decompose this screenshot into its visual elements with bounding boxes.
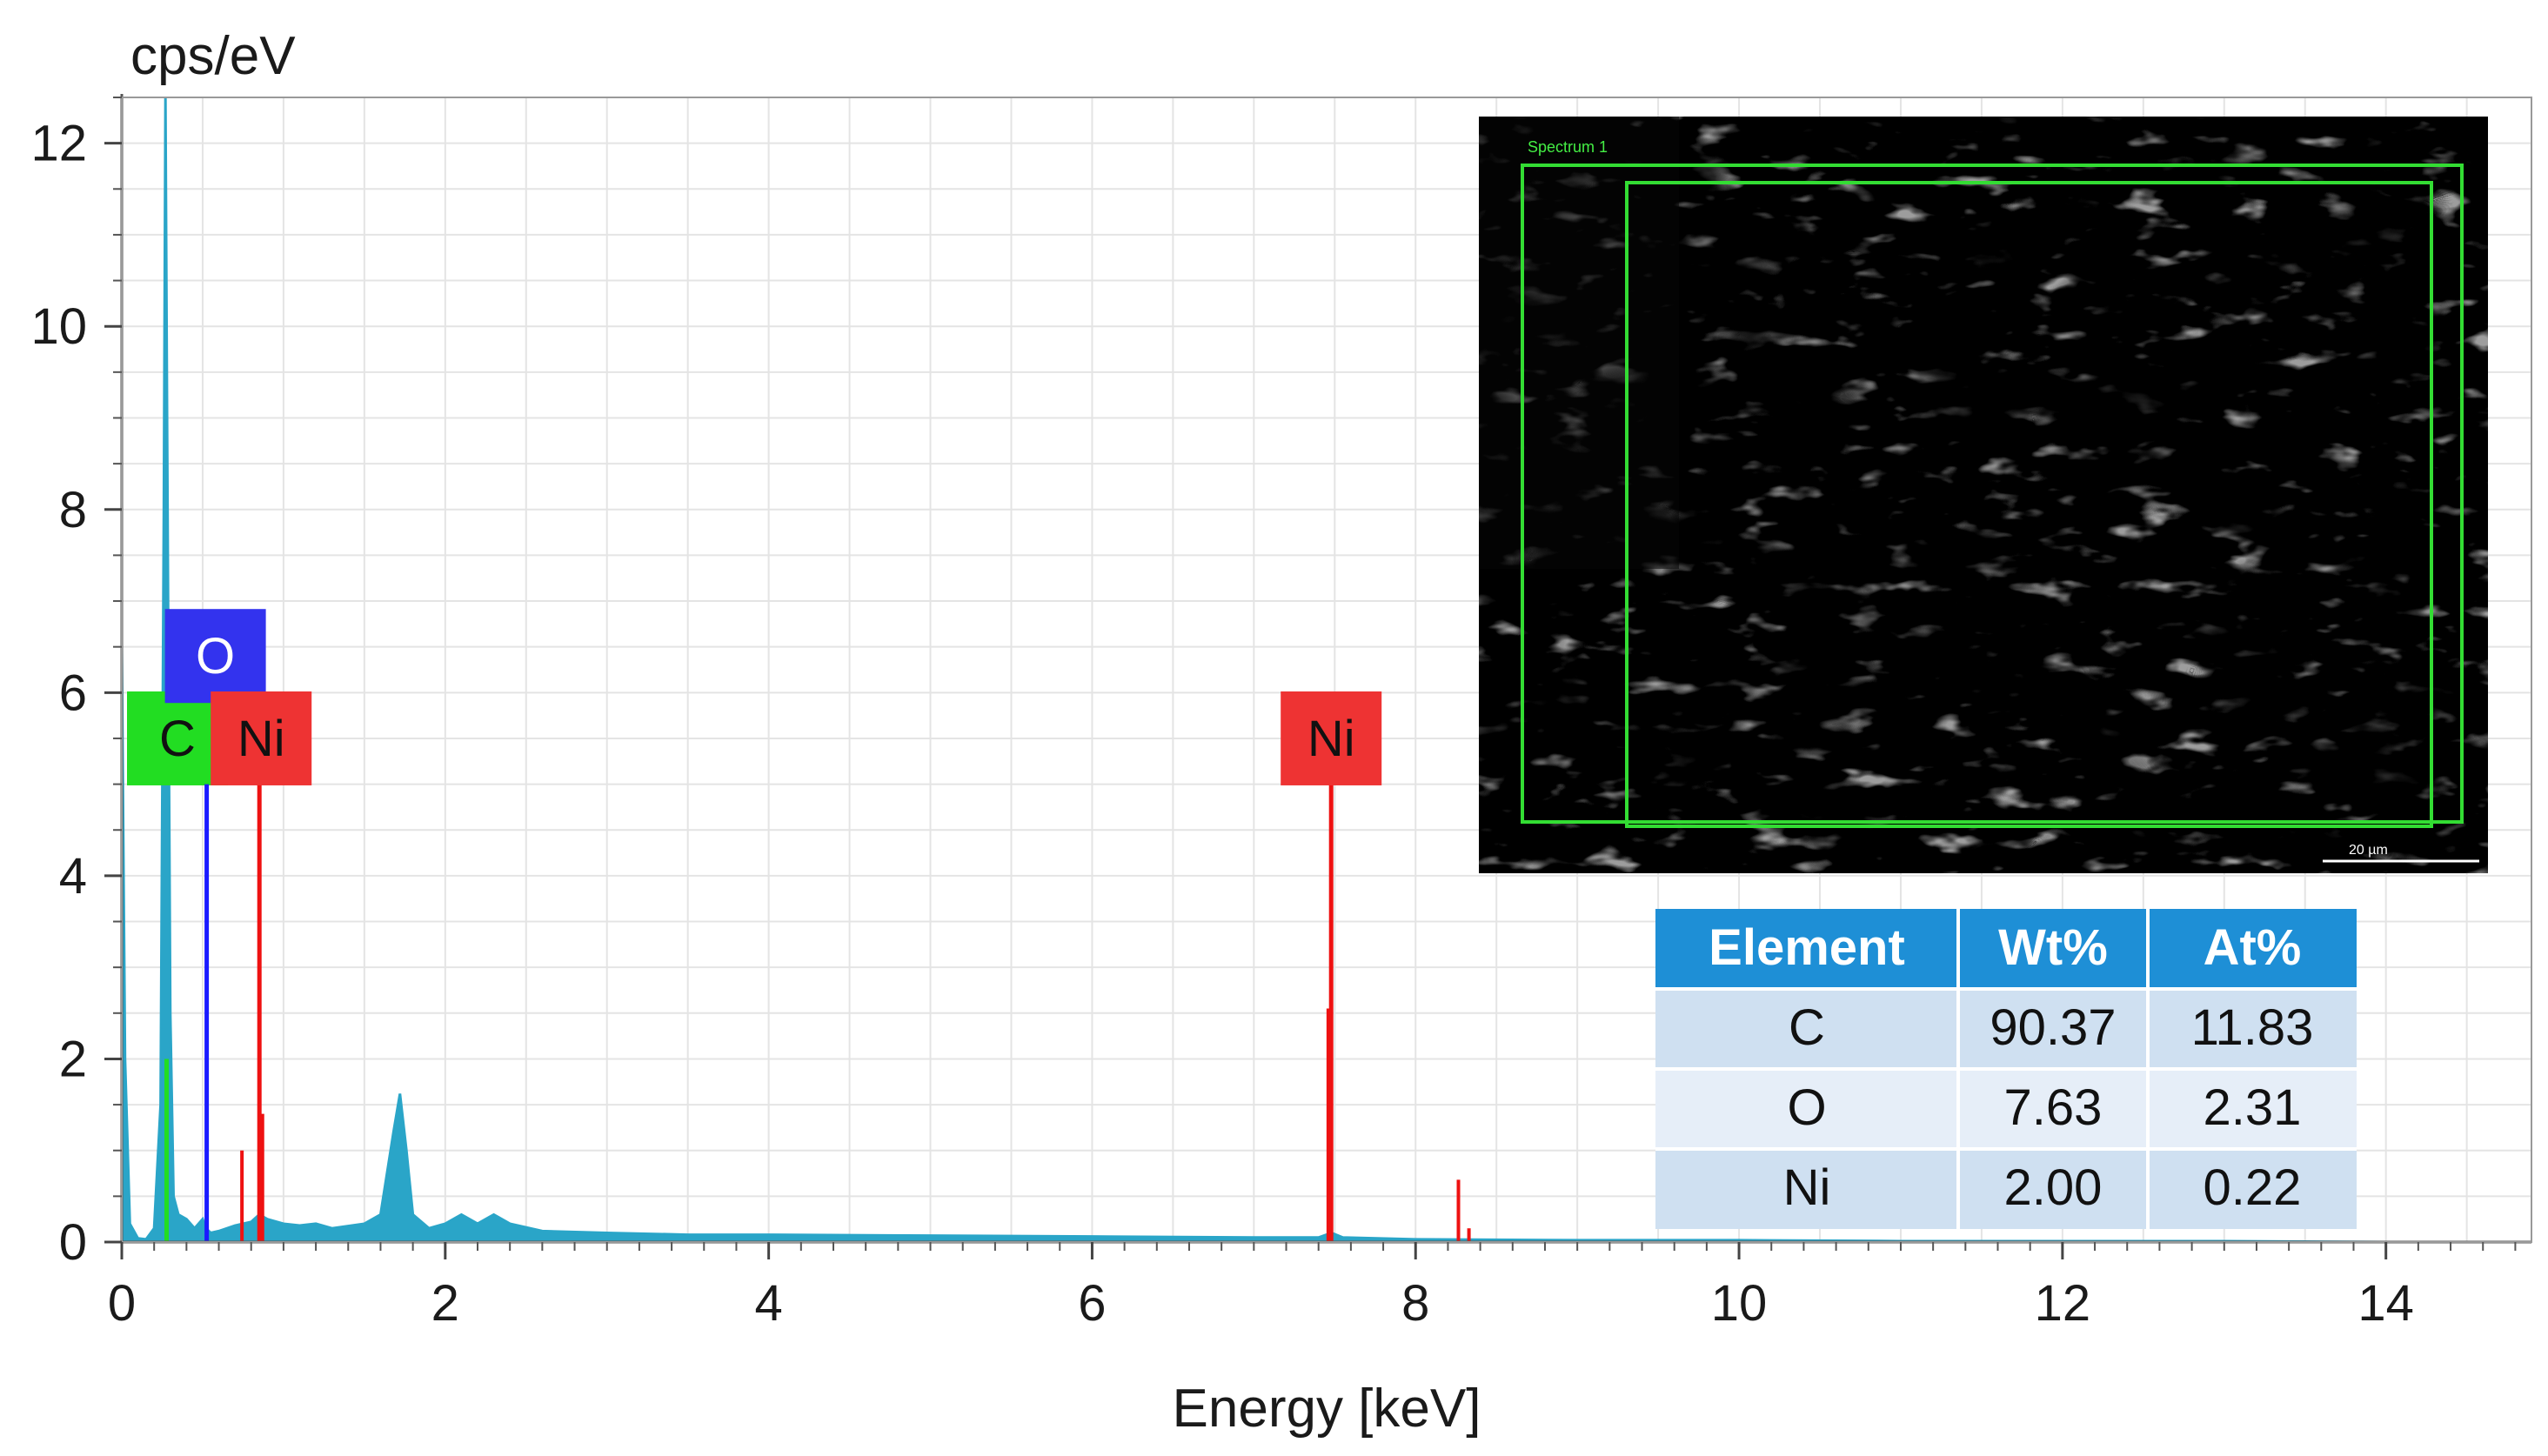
- element-tag-ni: [1281, 691, 1382, 785]
- spectrum-series: [122, 97, 2484, 1242]
- x-tick-label: 4: [754, 1275, 782, 1332]
- element-tag-ni: [211, 691, 312, 785]
- y-tick-label: 12: [30, 116, 87, 172]
- table-header-cell: Wt%: [1998, 919, 2108, 976]
- axis-layer: 0 2 4 6 8 10 12 14 0 2 4 6 8 10 12 Energy [keV] cps/eV: [30, 26, 2532, 1439]
- table-header-cell: Element: [1709, 919, 1905, 976]
- x-tick-label: 8: [1401, 1275, 1429, 1332]
- y-tick-label: 2: [59, 1031, 87, 1087]
- x-tick-label: 10: [1711, 1275, 1768, 1332]
- table-row: [1655, 1069, 2357, 1149]
- table-header-cell: At%: [2204, 919, 2302, 976]
- element-tag-label: Ni: [1307, 711, 1355, 767]
- y-tick-label: 8: [59, 482, 87, 538]
- element-tag-label: C: [159, 711, 196, 767]
- x-tick-label: 6: [1078, 1275, 1106, 1332]
- x-tick-label: 14: [2357, 1275, 2414, 1332]
- table-row: [1655, 1149, 2357, 1229]
- composition-table: Element Wt% At% C 90.37 11.83 O 7.63 2.31 Ni 2.00 0…: [1655, 909, 2357, 1229]
- element-tag-label: Ni: [237, 711, 285, 767]
- table-header-row: [1655, 909, 2357, 989]
- table-cell: 7.63: [2004, 1079, 2103, 1136]
- x-tick-label: 0: [108, 1275, 136, 1332]
- table-cell: Ni: [1783, 1159, 1831, 1216]
- spectrum-layer: [122, 97, 2484, 1242]
- sem-spectrum-label: Spectrum 1: [1528, 138, 1608, 156]
- sem-scale-label: 20 µm: [2349, 843, 2388, 858]
- plot-frame: [121, 97, 2532, 1243]
- element-tag-o: [164, 609, 266, 704]
- sem-inset-image: Spectrum 1 20 µm: [1479, 117, 2488, 873]
- table-cell: 90.37: [1990, 999, 2116, 1056]
- spectrum-region-outer: [1521, 164, 2464, 824]
- y-tick-label: 10: [30, 298, 87, 355]
- y-tick-label: 0: [59, 1214, 87, 1271]
- table-cell: 11.83: [2191, 999, 2314, 1056]
- y-axis-title: cps/eV: [130, 26, 296, 86]
- table-row: [1655, 989, 2357, 1069]
- table-cell: 2.00: [2004, 1159, 2103, 1216]
- element-tag-label: O: [196, 628, 235, 685]
- table-cell: C: [1789, 999, 1825, 1056]
- spectrum-region-inner: [1625, 181, 2433, 828]
- x-tick-label: 2: [431, 1275, 459, 1332]
- table-cell: 2.31: [2204, 1079, 2302, 1136]
- table-cell: 0.22: [2204, 1159, 2302, 1216]
- y-tick-label: 4: [59, 848, 87, 905]
- y-tick-label: 6: [59, 665, 87, 721]
- x-tick-label: 12: [2035, 1275, 2091, 1332]
- table-cell: O: [1787, 1079, 1826, 1136]
- x-axis-title: Energy [keV]: [1173, 1379, 1481, 1439]
